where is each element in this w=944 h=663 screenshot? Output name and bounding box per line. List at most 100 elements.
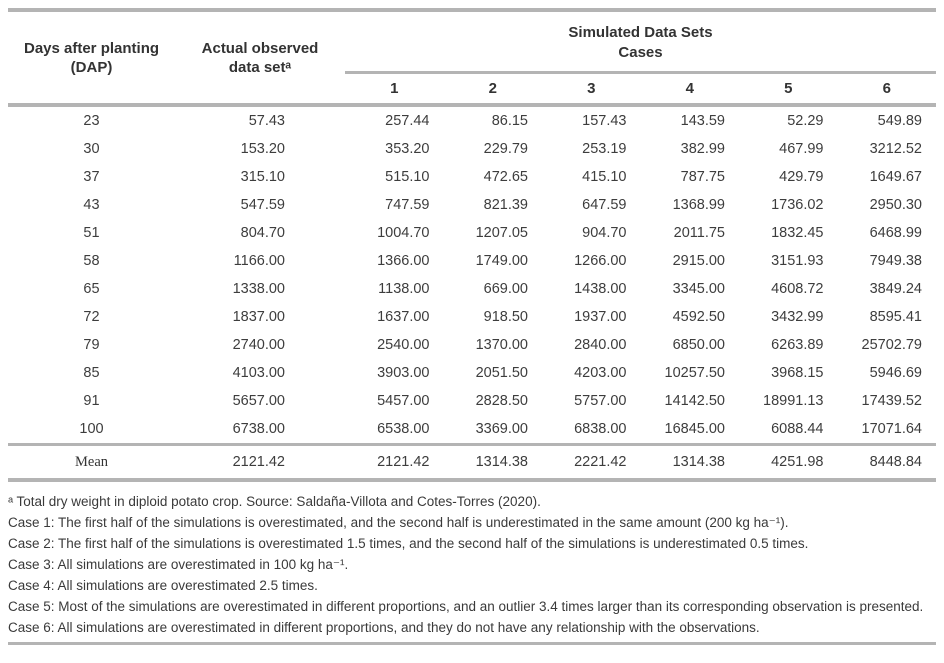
actual-observed-cell: 57.43 — [248, 113, 285, 129]
case-value-cell: 1937.00 — [574, 309, 627, 325]
table-row: 100 6738.00 6538.00 3369.00 6838.00 16845.00 6… — [8, 415, 936, 445]
case-value-cell: 1370.00 — [475, 337, 528, 353]
case-value-cell: 4608.72 — [771, 281, 824, 297]
actual-observed-cell: 1166.00 — [233, 253, 285, 269]
case-value-cell: 3968.15 — [771, 365, 824, 381]
mean-case-cell: 2221.42 — [542, 443, 641, 482]
case-value-cell: 7949.38 — [869, 253, 922, 269]
footnote-line: Case 2: The first half of the simulation… — [8, 536, 809, 551]
case-value-cell: 353.20 — [385, 141, 430, 157]
case-value-cell: 2051.50 — [475, 365, 528, 381]
header-case-4: 4 — [640, 72, 739, 107]
case-value-cell: 1832.45 — [771, 225, 824, 241]
dap-cell: 37 — [83, 169, 100, 185]
case-value-cell: 918.50 — [483, 309, 528, 325]
dap-cell: 100 — [79, 421, 104, 437]
header-case-6: 6 — [837, 72, 936, 107]
case-value-cell: 1266.00 — [574, 253, 627, 269]
case-value-cell: 143.59 — [680, 113, 725, 129]
case-value-cell: 549.89 — [877, 113, 922, 129]
table-row: 72 1837.00 1637.00 918.50 1937.00 4592.50 3432… — [8, 303, 936, 331]
case-value-cell: 2540.00 — [377, 337, 430, 353]
case-value-cell: 86.15 — [491, 113, 528, 129]
case-value-cell: 229.79 — [483, 141, 528, 157]
table-row: 37 315.10 515.10 472.65 415.10 787.75 429.79 16… — [8, 163, 936, 191]
page: Days after planting (DAP) Actual observe… — [8, 8, 936, 645]
case-value-cell: 429.79 — [779, 169, 824, 185]
dap-cell: 43 — [83, 197, 100, 213]
dap-cell: 79 — [83, 337, 100, 353]
actual-observed-cell: 6738.00 — [232, 421, 285, 437]
case-value-cell: 1138.00 — [378, 281, 430, 297]
table-row: 30 153.20 353.20 229.79 253.19 382.99 467.99 32… — [8, 135, 936, 163]
case-value-cell: 2950.30 — [869, 197, 922, 213]
case-value-cell: 821.39 — [483, 197, 528, 213]
actual-observed-cell: 4103.00 — [232, 365, 285, 381]
case-value-cell: 1438.00 — [574, 281, 627, 297]
mean-case-cell: 1314.38 — [640, 443, 739, 482]
actual-observed-cell: 547.59 — [240, 197, 285, 213]
case-value-cell: 3903.00 — [377, 365, 430, 381]
case-value-cell: 1649.67 — [869, 169, 922, 185]
case-value-cell: 647.59 — [582, 197, 627, 213]
case-value-cell: 1368.99 — [672, 197, 725, 213]
table-row: 79 2740.00 2540.00 1370.00 2840.00 6850.00 626… — [8, 331, 936, 359]
case-value-cell: 787.75 — [680, 169, 725, 185]
table-row: 65 1338.00 1138.00 669.00 1438.00 3345.00 4608… — [8, 275, 936, 303]
header-case-1: 1 — [345, 72, 444, 107]
header-row-case-numbers: 1 2 3 4 5 6 — [8, 72, 936, 107]
case-value-cell: 6538.00 — [377, 421, 430, 437]
dap-cell: 58 — [83, 253, 100, 269]
case-value-cell: 415.10 — [582, 169, 627, 185]
case-value-cell: 17071.64 — [861, 421, 922, 437]
case-value-cell: 6838.00 — [574, 421, 627, 437]
dap-cell: 30 — [83, 141, 100, 157]
header-case-2: 2 — [443, 72, 542, 107]
mean-case-cell: 4251.98 — [739, 443, 838, 482]
actual-observed-cell: 1338.00 — [232, 281, 285, 297]
actual-observed-cell: 153.20 — [240, 141, 285, 157]
actual-observed-cell: 1837.00 — [232, 309, 285, 325]
case-value-cell: 904.70 — [582, 225, 627, 241]
table-body: 23 57.43 257.44 86.15 157.43 143.59 52.29 549.8… — [8, 105, 936, 445]
case-value-cell: 382.99 — [680, 141, 725, 157]
actual-observed-cell: 5657.00 — [232, 393, 285, 409]
actual-observed-cell: 2740.00 — [232, 337, 285, 353]
header-case-3: 3 — [542, 72, 641, 107]
table-row: 58 1166.00 1366.00 1749.00 1266.00 2915.00 315… — [8, 247, 936, 275]
case-value-cell: 5457.00 — [377, 393, 430, 409]
case-value-cell: 1004.70 — [377, 225, 430, 241]
footnote-line: Case 4: All simulations are overestimate… — [8, 578, 318, 593]
case-value-cell: 5757.00 — [574, 393, 627, 409]
case-value-cell: 16845.00 — [664, 421, 725, 437]
mean-case-cell: 1314.38 — [443, 443, 542, 482]
case-value-cell: 5946.69 — [869, 365, 922, 381]
dap-cell: 85 — [83, 365, 100, 381]
table-row: 91 5657.00 5457.00 2828.50 5757.00 14142.50 18… — [8, 387, 936, 415]
dap-cell: 65 — [83, 281, 100, 297]
case-value-cell: 4203.00 — [574, 365, 627, 381]
case-value-cell: 157.43 — [582, 113, 627, 129]
footnote-line: Case 3: All simulations are overestimate… — [8, 557, 349, 572]
mean-row: Mean 2121.42 2121.42 1314.38 2221.42 131… — [8, 443, 936, 482]
table-row: 85 4103.00 3903.00 2051.50 4203.00 10257.50 39… — [8, 359, 936, 387]
footnote-line: Case 6: All simulations are overestimate… — [8, 620, 760, 635]
mean-actual-cell: 2121.42 — [175, 443, 345, 482]
mean-case-cell: 8448.84 — [837, 443, 936, 482]
case-value-cell: 1637.00 — [377, 309, 430, 325]
dap-cell: 23 — [83, 113, 100, 129]
mean-label: Mean — [8, 443, 175, 482]
case-value-cell: 1749.00 — [475, 253, 528, 269]
case-value-cell: 3151.93 — [771, 253, 824, 269]
dap-cell: 91 — [83, 393, 100, 409]
case-value-cell: 467.99 — [779, 141, 824, 157]
actual-observed-cell: 804.70 — [240, 225, 285, 241]
actual-observed-cell: 315.10 — [240, 169, 285, 185]
case-value-cell: 515.10 — [385, 169, 430, 185]
header-actual-observed: Actual observed data setᵃ — [175, 10, 345, 107]
table-header: Days after planting (DAP) Actual observe… — [8, 10, 936, 107]
case-value-cell: 10257.50 — [664, 365, 725, 381]
case-value-cell: 6088.44 — [771, 421, 824, 437]
table-row: 23 57.43 257.44 86.15 157.43 143.59 52.29 549.8… — [8, 105, 936, 135]
case-value-cell: 3345.00 — [672, 281, 725, 297]
